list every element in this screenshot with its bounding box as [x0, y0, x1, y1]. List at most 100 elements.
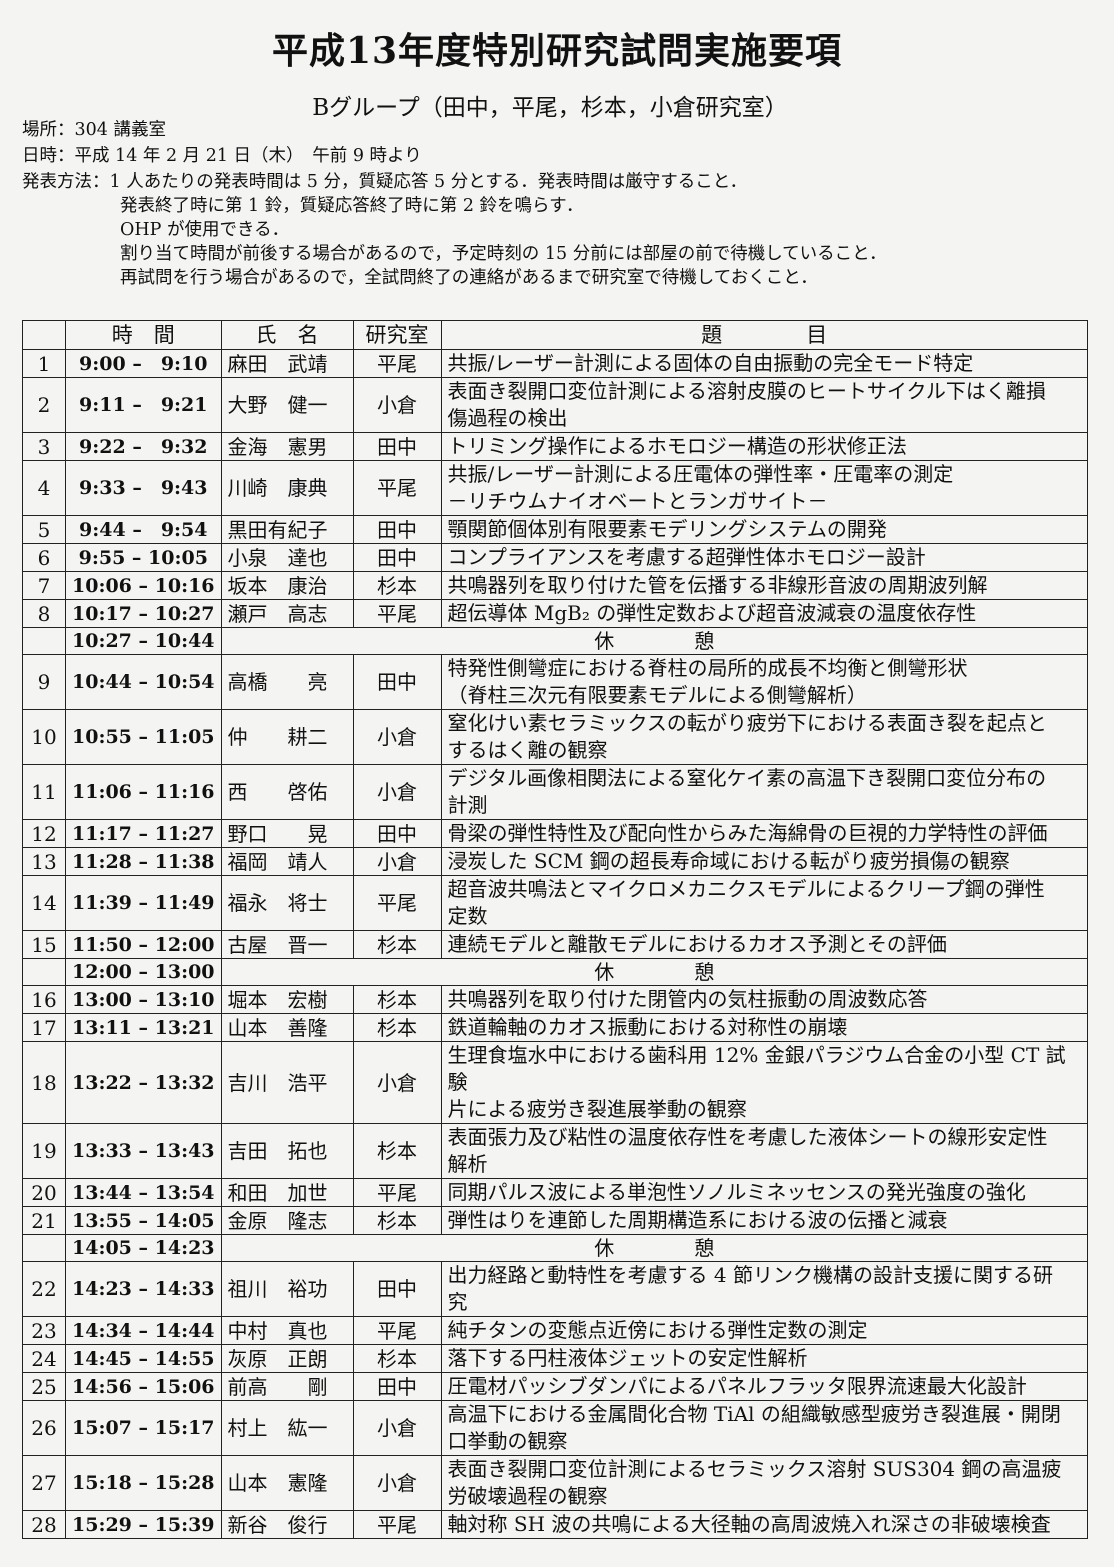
cell-lab: 平尾 [352, 1510, 442, 1539]
cell-number: 28 [22, 1510, 66, 1539]
cell-name: 大野 健一 [220, 377, 354, 433]
table-row: 23 14:34 – 14:44 中村 真也 平尾 純チタンの変態点近傍における弾性定数… [22, 1316, 1089, 1345]
header-lab: 研究室 [352, 320, 442, 350]
table-row: 26 15:07 – 15:17 村上 紘一 小倉 高温下における金属間化合物 TiAl… [22, 1400, 1089, 1456]
table-row: 13 11:28 – 11:38 福岡 靖人 小倉 浸炭した SCM 鋼の超長寿命域にお… [22, 847, 1089, 876]
method-label: 発表方法： [22, 172, 110, 192]
cell-number: 15 [22, 930, 66, 959]
cell-lab: 平尾 [352, 1178, 442, 1207]
cell-title: 特発性側彎症における脊柱の局所的成長不均衡と側彎形状 （脊柱三次元有限要素モデル… [440, 654, 1089, 710]
table-row: 22 14:23 – 14:33 祖川 裕功 田中 出力経路と動特性を考慮する 4 節リ… [22, 1261, 1089, 1317]
cell-time: 13:22 – 13:32 [65, 1041, 222, 1124]
cell-number: 19 [22, 1123, 66, 1179]
table-row: 24 14:45 – 14:55 灰原 正朗 杉本 落下する円柱液体ジェットの安定性解析 [22, 1344, 1089, 1373]
cell-time: 14:34 – 14:44 [65, 1316, 222, 1345]
cell-number: 7 [22, 571, 66, 600]
cell-break-label: 休 憩 [220, 1234, 1089, 1262]
cell-title: 鉄道輪軸のカオス振動における対称性の崩壊 [440, 1013, 1089, 1042]
cell-time: 13:55 – 14:05 [65, 1206, 222, 1235]
cell-lab: 田中 [352, 1372, 442, 1401]
cell-lab: 田中 [352, 819, 442, 848]
cell-name: 福永 将士 [220, 875, 354, 931]
cell-name: 瀬戸 高志 [220, 599, 354, 628]
cell-lab: 平尾 [352, 1316, 442, 1345]
cell-number: 3 [22, 432, 66, 461]
document-title: 平成13年度特別研究試問実施要項 [271, 30, 843, 72]
cell-number: 25 [22, 1372, 66, 1401]
method-line: 1 人あたりの発表時間は 5 分，質疑応答 5 分とする．発表時間は厳守すること… [109, 172, 748, 192]
cell-title: 連続モデルと離散モデルにおけるカオス予測とその評価 [440, 930, 1089, 959]
cell-lab: 杉本 [352, 571, 442, 600]
info-place: 場所：304 講義室 [22, 120, 166, 140]
cell-lab: 杉本 [352, 1344, 442, 1373]
cell-title: 骨梁の弾性特性及び配向性からみた海綿骨の巨視的力学特性の評価 [440, 819, 1089, 848]
table-row: 14 11:39 – 11:49 福永 将士 平尾 超音波共鳴法とマイクロメカニクスモデ… [22, 875, 1089, 931]
cell-number: 11 [22, 764, 66, 820]
cell-time: 13:00 – 13:10 [65, 985, 222, 1014]
cell-time: 14:56 – 15:06 [65, 1372, 222, 1401]
table-row: 8 10:17 – 10:27 瀬戸 高志 平尾 超伝導体 MgB₂ の弾性定数および超… [22, 599, 1089, 628]
cell-break-label: 休 憩 [220, 958, 1089, 986]
cell-lab: 小倉 [352, 847, 442, 876]
cell-number: 13 [22, 847, 66, 876]
cell-number-empty [22, 627, 66, 655]
cell-number: 2 [22, 377, 66, 433]
cell-lab: 田中 [352, 432, 442, 461]
cell-time: 14:45 – 14:55 [65, 1344, 222, 1373]
header-number [22, 320, 66, 350]
method-line: OHP が使用できる． [120, 220, 290, 240]
cell-number: 12 [22, 819, 66, 848]
cell-number: 8 [22, 599, 66, 628]
cell-title: 生理食塩水中における歯科用 12% 金銀パラジウム合金の小型 CT 試験 片によ… [440, 1041, 1089, 1124]
cell-number: 17 [22, 1013, 66, 1042]
break-row: 10:27 – 10:44 休 憩 [22, 627, 1089, 655]
cell-time: 15:18 – 15:28 [65, 1455, 222, 1511]
cell-name: 古屋 晋一 [220, 930, 354, 959]
cell-lab: 小倉 [352, 709, 442, 765]
cell-number: 23 [22, 1316, 66, 1345]
cell-name: 堀本 宏樹 [220, 985, 354, 1014]
header-time: 時 間 [65, 320, 222, 350]
cell-name: 山本 憲隆 [220, 1455, 354, 1511]
document-subtitle: Bグループ（田中，平尾，杉本，小倉研究室） [312, 95, 788, 121]
cell-name: 山本 善隆 [220, 1013, 354, 1042]
cell-lab: 小倉 [352, 1041, 442, 1124]
cell-time: 13:11 – 13:21 [65, 1013, 222, 1042]
cell-title: トリミング操作によるホモロジー構造の形状修正法 [440, 432, 1089, 461]
cell-title: 共振/レーザー計測による圧電体の弾性率・圧電率の測定 －リチウムナイオベートとラ… [440, 460, 1089, 516]
cell-name: 西 啓佑 [220, 764, 354, 820]
break-row: 12:00 – 13:00 休 憩 [22, 958, 1089, 986]
table-header-row: 時 間 氏 名 研究室 題 目 [22, 320, 1089, 350]
table-row: 4 9:33 – 9:43 川崎 康典 平尾 共振/レーザー計測による圧電体の弾性率・圧… [22, 460, 1089, 516]
schedule-table: 時 間 氏 名 研究室 題 目 1 9:00 – 9:10 麻田 武靖 平尾 共振/レー… [22, 320, 1089, 1539]
cell-title: 同期パルス波による単泡性ソノルミネッセンスの発光強度の強化 [440, 1178, 1089, 1207]
cell-time: 9:33 – 9:43 [65, 460, 222, 516]
cell-time: 9:55 – 10:05 [65, 543, 222, 572]
cell-name: 和田 加世 [220, 1178, 354, 1207]
table-row: 21 13:55 – 14:05 金原 隆志 杉本 弾性はりを連節した周期構造系における… [22, 1206, 1089, 1235]
cell-title: 落下する円柱液体ジェットの安定性解析 [440, 1344, 1089, 1373]
cell-number: 5 [22, 515, 66, 544]
cell-number: 16 [22, 985, 66, 1014]
cell-lab: 杉本 [352, 1123, 442, 1179]
cell-name: 黒田有紀子 [220, 515, 354, 544]
cell-title: 出力経路と動特性を考慮する 4 節リンク機構の設計支援に関する研 究 [440, 1261, 1089, 1317]
cell-time: 11:06 – 11:16 [65, 764, 222, 820]
cell-lab: 平尾 [352, 599, 442, 628]
break-row: 14:05 – 14:23 休 憩 [22, 1234, 1089, 1262]
cell-lab: 杉本 [352, 985, 442, 1014]
cell-name: 坂本 康治 [220, 571, 354, 600]
cell-lab: 田中 [352, 1261, 442, 1317]
method-line: 再試問を行う場合があるので，全試問終了の連絡があるまで研究室で待機しておくこと． [120, 268, 818, 288]
cell-title: 超伝導体 MgB₂ の弾性定数および超音波減衰の温度依存性 [440, 599, 1089, 628]
cell-title: 表面き裂開口変位計測によるセラミックス溶射 SUS304 鋼の高温疲 労破壊過程… [440, 1455, 1089, 1511]
cell-lab: 田中 [352, 543, 442, 572]
cell-title: 顎関節個体別有限要素モデリングシステムの開発 [440, 515, 1089, 544]
cell-name: 吉川 浩平 [220, 1041, 354, 1124]
cell-title: 超音波共鳴法とマイクロメカニクスモデルによるクリープ鋼の弾性 定数 [440, 875, 1089, 931]
table-row: 17 13:11 – 13:21 山本 善隆 杉本 鉄道輪軸のカオス振動における対称性の… [22, 1013, 1089, 1042]
cell-number: 24 [22, 1344, 66, 1373]
cell-number: 22 [22, 1261, 66, 1317]
cell-time: 11:39 – 11:49 [65, 875, 222, 931]
cell-lab: 平尾 [352, 875, 442, 931]
